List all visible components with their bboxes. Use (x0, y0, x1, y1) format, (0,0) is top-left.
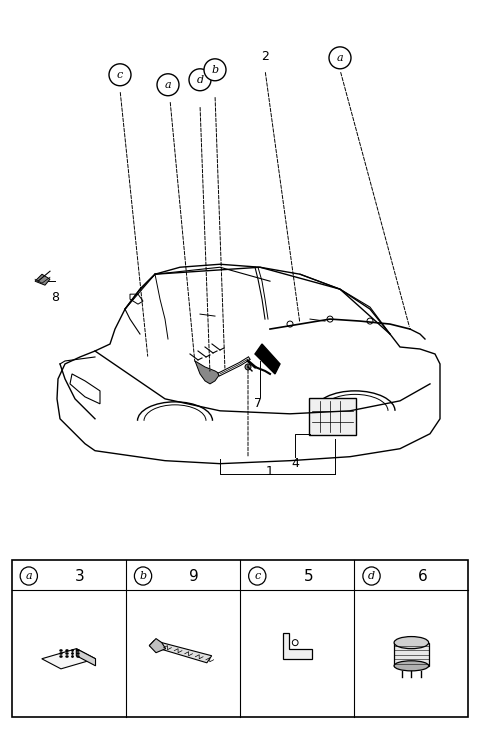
Ellipse shape (394, 661, 429, 671)
Polygon shape (149, 641, 212, 663)
Circle shape (204, 59, 226, 81)
Text: d: d (196, 75, 204, 84)
Polygon shape (35, 275, 50, 286)
Circle shape (249, 567, 266, 585)
Circle shape (245, 364, 251, 370)
Polygon shape (255, 344, 280, 374)
Circle shape (329, 47, 351, 69)
FancyBboxPatch shape (309, 398, 356, 435)
Text: 6: 6 (418, 569, 428, 584)
Polygon shape (283, 633, 312, 659)
Polygon shape (394, 643, 429, 666)
Polygon shape (42, 649, 96, 669)
Text: 8: 8 (51, 291, 59, 304)
Text: b: b (140, 571, 146, 581)
Polygon shape (195, 361, 220, 384)
Polygon shape (149, 639, 166, 653)
Circle shape (189, 69, 211, 91)
Text: 7: 7 (254, 397, 262, 410)
Text: d: d (368, 571, 375, 581)
Text: c: c (117, 70, 123, 80)
Circle shape (20, 567, 37, 585)
Text: 9: 9 (190, 569, 199, 584)
Text: a: a (25, 571, 32, 581)
Text: b: b (211, 65, 218, 75)
Text: 4: 4 (291, 457, 299, 470)
Text: 3: 3 (75, 569, 85, 584)
Text: 2: 2 (261, 51, 269, 63)
Circle shape (157, 74, 179, 95)
Text: 1: 1 (266, 465, 274, 478)
Polygon shape (76, 649, 96, 666)
Ellipse shape (394, 636, 429, 649)
Circle shape (363, 567, 380, 585)
Circle shape (109, 64, 131, 86)
Circle shape (134, 567, 152, 585)
Text: c: c (254, 571, 261, 581)
Text: a: a (165, 80, 171, 90)
Text: 5: 5 (304, 569, 313, 584)
Circle shape (292, 639, 298, 646)
Text: a: a (336, 53, 343, 63)
